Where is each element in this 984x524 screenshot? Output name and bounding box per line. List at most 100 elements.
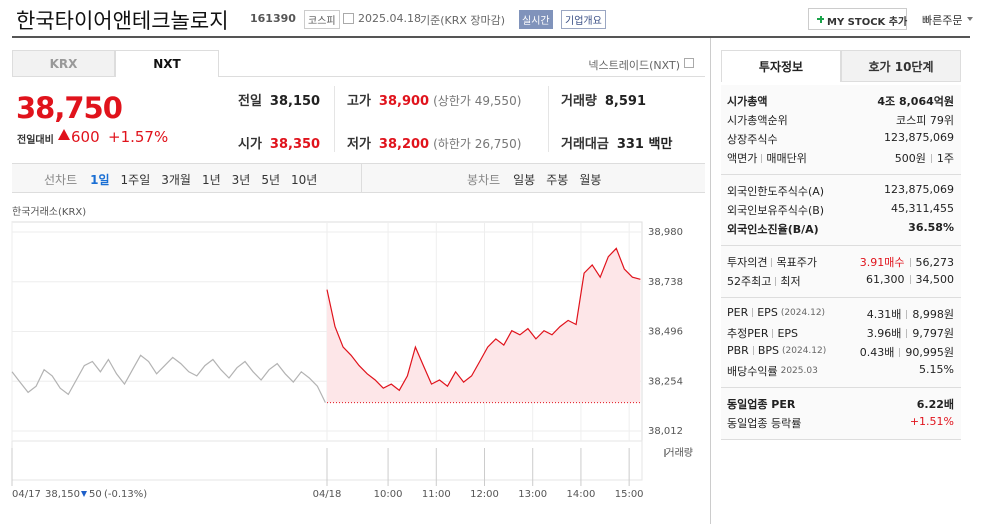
header-rule bbox=[12, 36, 970, 38]
area-fill bbox=[327, 248, 641, 403]
price-line bbox=[326, 247, 641, 392]
x-tick-label: 04/17 bbox=[12, 489, 41, 500]
value-part: 1주 bbox=[936, 152, 954, 165]
help-icon bbox=[684, 58, 694, 68]
x-tick-label: 12:00 bbox=[470, 489, 499, 500]
label-part: 최저 bbox=[780, 275, 801, 288]
company-info-button[interactable]: 기업개요 bbox=[561, 10, 606, 29]
separator bbox=[930, 153, 932, 163]
market-badge: 코스피 bbox=[304, 10, 340, 29]
value-part: 4.31배 bbox=[866, 308, 902, 321]
footer-change: 50 bbox=[89, 489, 102, 500]
section-bg bbox=[721, 298, 961, 388]
quick-order[interactable]: 빠른주문 bbox=[922, 14, 963, 27]
stat-label: 저가 bbox=[347, 137, 371, 152]
value-part: 9,797원 bbox=[912, 327, 954, 340]
info-value: 500원 1주 bbox=[800, 150, 954, 166]
change: 600 bbox=[71, 128, 100, 146]
separator bbox=[909, 257, 911, 267]
value-part: 500원 bbox=[894, 152, 926, 165]
info-label: PER EPS (2024.12) bbox=[727, 306, 825, 319]
stat: 저가 38,200 (하한가 26,750) bbox=[347, 133, 521, 152]
plus-v bbox=[819, 15, 822, 23]
stat-value: 38,350 bbox=[269, 137, 321, 152]
period-tab[interactable]: 1주일 bbox=[120, 173, 151, 187]
period-tab[interactable]: 3년 bbox=[231, 173, 251, 187]
value-part: 0.43배 bbox=[859, 346, 895, 359]
info-label: 동일업종 등락률 bbox=[727, 415, 801, 431]
label-part: BPS bbox=[757, 344, 779, 357]
down-triangle bbox=[81, 491, 87, 497]
footer-pct: (-0.13%) bbox=[104, 489, 147, 500]
section-bg bbox=[721, 85, 961, 175]
period-tab[interactable]: 10년 bbox=[291, 173, 318, 187]
info-label: 상장주식수 bbox=[727, 131, 778, 147]
y-tick-label: 38,254 bbox=[648, 376, 683, 387]
label-part: 52주최고 bbox=[727, 275, 772, 288]
label-note: 2025.03 bbox=[780, 366, 818, 376]
info-value: 3.96배 9,797원 bbox=[800, 325, 954, 341]
value-part: +1.51% bbox=[909, 415, 954, 428]
value-part: 8,998원 bbox=[912, 308, 954, 321]
info-value: 4.31배 8,998원 bbox=[800, 306, 954, 322]
separator bbox=[771, 257, 773, 267]
label-part: 추정PER bbox=[727, 327, 769, 340]
stat: 거래대금 331 백만 bbox=[561, 133, 672, 152]
separator bbox=[906, 309, 908, 319]
market-tab[interactable]: NXT bbox=[115, 50, 219, 77]
stat: 시가 38,350 bbox=[238, 133, 320, 152]
stat-divider bbox=[334, 86, 335, 152]
info-value: 코스피 79위 bbox=[800, 112, 954, 128]
panel-tab[interactable]: 투자정보 bbox=[721, 50, 841, 82]
candle-tabs: 봉차트 일봉 주봉 월봉 bbox=[467, 171, 601, 188]
section-bg bbox=[721, 175, 961, 246]
candle-tab[interactable]: 주봉 bbox=[546, 173, 569, 187]
stat-label: 거래대금 bbox=[561, 137, 609, 152]
stat-divider bbox=[548, 86, 549, 152]
change-label: 전일대비 bbox=[17, 135, 54, 146]
y-tick-label: 38,738 bbox=[648, 277, 683, 288]
value-part: 123,875,069 bbox=[884, 131, 954, 144]
section-bg bbox=[721, 246, 961, 298]
label-part: 액면가 bbox=[727, 152, 758, 165]
period-tab[interactable]: 1년 bbox=[201, 173, 221, 187]
period-tab[interactable]: 3개월 bbox=[161, 173, 191, 187]
info-value: 4조 8,064억원 bbox=[800, 93, 954, 109]
title: 한국타이어앤테크놀로지 bbox=[16, 9, 229, 33]
label-part: 목표주가 bbox=[776, 256, 817, 269]
basis: 기준(KRX 장마감) bbox=[420, 14, 506, 27]
candle-tab[interactable]: 일봉 bbox=[513, 173, 536, 187]
panel-tab[interactable]: 호가 10단계 bbox=[841, 50, 961, 82]
info-label: PBR BPS (2024.12) bbox=[727, 344, 826, 357]
value-part: 123,875,069 bbox=[884, 183, 954, 196]
date: 2025.04.18 bbox=[358, 12, 421, 25]
candle-tab[interactable]: 월봉 bbox=[579, 173, 602, 187]
info-label: 외국인보유주식수(B) bbox=[727, 202, 824, 218]
info-label: 배당수익률 2025.03 bbox=[727, 363, 818, 379]
period-tab[interactable]: 5년 bbox=[261, 173, 281, 187]
value-part: 3.96배 bbox=[866, 327, 902, 340]
value-part: 3.91매수 bbox=[859, 256, 905, 269]
info-value: 123,875,069 bbox=[800, 131, 954, 144]
calendar-icon bbox=[343, 13, 354, 24]
x-tick-label: 14:00 bbox=[567, 489, 596, 500]
footer-price: 38,150 bbox=[45, 489, 80, 500]
value-part: 5.15% bbox=[919, 363, 954, 376]
value-part: 45,311,455 bbox=[891, 202, 954, 215]
label-part: 상장주식수 bbox=[727, 133, 778, 146]
info-label: 52주최고 최저 bbox=[727, 273, 801, 289]
info-value: 123,875,069 bbox=[800, 183, 954, 196]
value-part: 6.22배 bbox=[916, 398, 954, 411]
stat-note: (상한가 49,550) bbox=[433, 94, 522, 108]
market-tab[interactable]: KRX bbox=[12, 50, 115, 77]
x-tick-label: 13:00 bbox=[518, 489, 547, 500]
info-value: 6.22배 bbox=[800, 396, 954, 412]
stat-label: 시가 bbox=[238, 137, 262, 152]
period-tab[interactable]: 1일 bbox=[90, 173, 110, 187]
my-stock-button[interactable]: MY STOCK 추가 bbox=[808, 8, 907, 30]
separator bbox=[772, 328, 774, 338]
stat-label: 거래량 bbox=[561, 94, 597, 109]
info-label: 외국인한도주식수(A) bbox=[727, 183, 824, 199]
label-part: 매매단위 bbox=[766, 152, 807, 165]
